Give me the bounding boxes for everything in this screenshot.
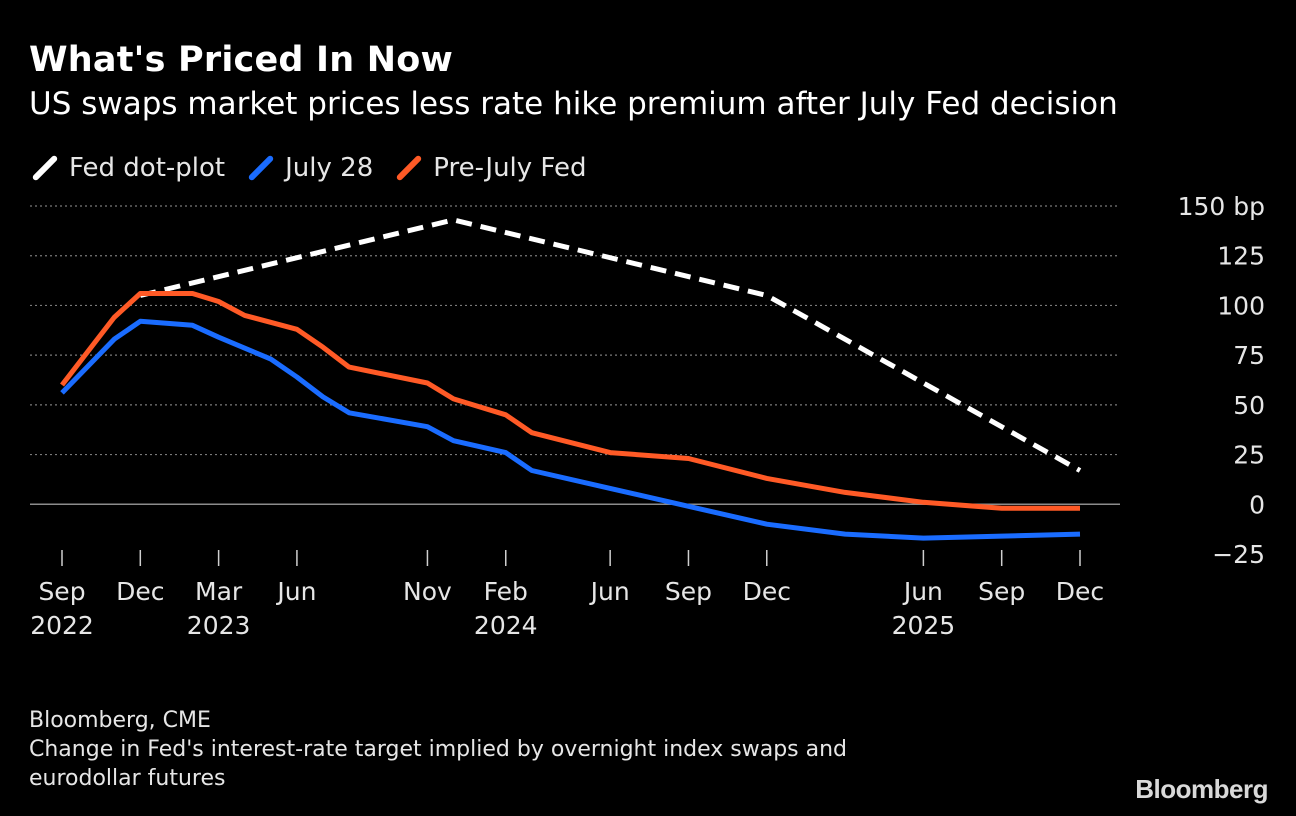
method-note-line-1: Change in Fed's interest-rate target imp… — [29, 737, 848, 762]
y-tick-label: 25 — [1233, 441, 1265, 470]
chart-legend: Fed dot-plot July 28 Pre-July Fed — [29, 150, 606, 186]
x-tick-label: Sep — [38, 577, 85, 606]
x-year-label: 2025 — [892, 611, 956, 640]
series-layer — [60, 217, 1082, 541]
source-note: Bloomberg, CME — [29, 708, 211, 733]
x-year-label: 2022 — [30, 611, 94, 640]
x-tick-label: Feb — [484, 577, 528, 606]
x-tick-label: Nov — [403, 577, 452, 606]
bloomberg-logo: Bloomberg — [1135, 774, 1268, 804]
legend-item-fed-dot-plot: Fed dot-plot — [29, 153, 225, 183]
x-tick-label: Jun — [275, 577, 316, 606]
x-tick-label: Sep — [665, 577, 712, 606]
y-tick-label: 75 — [1233, 341, 1265, 370]
footnote: Bloomberg, CME Change in Fed's interest-… — [29, 706, 847, 793]
x-tick-label: Jun — [902, 577, 943, 606]
series-line-pre-july-fed — [60, 291, 1080, 511]
x-tick-label: Dec — [1056, 577, 1104, 606]
chart-title: What's Priced In Now — [29, 40, 454, 80]
axis-layer: 150 bp 125 100 75 50 25 0 −25 Sep 2022 Dec Mar 2023 J… — [30, 192, 1265, 640]
x-tick-label: Jun — [589, 577, 630, 606]
y-tick-label: 150 bp — [1178, 192, 1265, 221]
chart-subtitle: US swaps market prices less rate hike pr… — [29, 86, 1118, 122]
legend-label: Fed dot-plot — [69, 153, 226, 183]
legend-item-july-28: July 28 — [245, 153, 373, 183]
grid-layer — [30, 205, 1120, 506]
legend-label: Pre-July Fed — [433, 153, 587, 183]
y-tick-label: 0 — [1249, 490, 1265, 519]
series-line-fed-dot-plot — [139, 217, 1082, 473]
y-tick-label: −25 — [1212, 540, 1265, 569]
y-tick-label: 50 — [1233, 391, 1265, 420]
x-tick-label: Sep — [978, 577, 1025, 606]
y-tick-label: 125 — [1217, 242, 1265, 271]
x-year-label: 2024 — [474, 611, 538, 640]
x-tick-label: Dec — [743, 577, 791, 606]
method-note-line-2: eurodollar futures — [29, 766, 226, 791]
y-tick-label: 100 — [1217, 291, 1265, 320]
x-tick-label: Mar — [195, 577, 243, 606]
series-line-july-28 — [60, 318, 1081, 541]
x-year-label: 2023 — [187, 611, 251, 640]
legend-label: July 28 — [285, 153, 374, 183]
legend-item-pre-july-fed: Pre-July Fed — [393, 153, 586, 183]
x-tick-label: Dec — [116, 577, 164, 606]
